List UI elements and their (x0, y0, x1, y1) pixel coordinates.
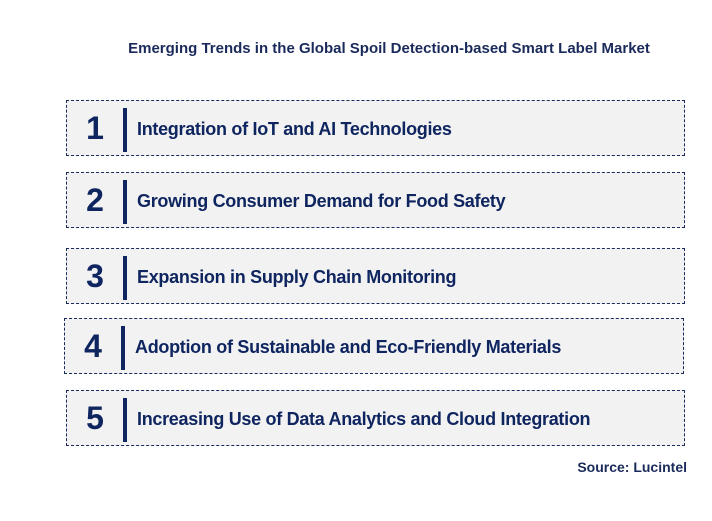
divider-bar (123, 108, 127, 152)
divider-bar (123, 398, 127, 442)
trend-item-4: 4 Adoption of Sustainable and Eco-Friend… (64, 318, 684, 374)
trend-item-3: 3 Expansion in Supply Chain Monitoring (66, 248, 685, 304)
trend-label: Growing Consumer Demand for Food Safety (137, 191, 506, 211)
trend-item-2: 2 Growing Consumer Demand for Food Safet… (66, 172, 685, 228)
trend-number: 4 (84, 328, 102, 364)
diagram-title: Emerging Trends in the Global Spoil Dete… (128, 40, 650, 57)
trend-label: Integration of IoT and AI Technologies (137, 119, 452, 139)
divider-bar (121, 326, 125, 370)
trend-label: Expansion in Supply Chain Monitoring (137, 267, 457, 287)
trend-number: 5 (86, 400, 104, 436)
trend-label: Increasing Use of Data Analytics and Clo… (137, 409, 591, 429)
trend-label: Adoption of Sustainable and Eco-Friendly… (135, 337, 562, 357)
trend-number: 2 (86, 182, 104, 218)
trend-number: 1 (86, 110, 104, 146)
trend-number: 3 (86, 258, 104, 294)
divider-bar (123, 180, 127, 224)
divider-bar (123, 256, 127, 300)
trend-item-5: 5 Increasing Use of Data Analytics and C… (66, 390, 685, 446)
source-credit: Source: Lucintel (577, 459, 687, 475)
trend-item-1: 1 Integration of IoT and AI Technologies (66, 100, 685, 156)
